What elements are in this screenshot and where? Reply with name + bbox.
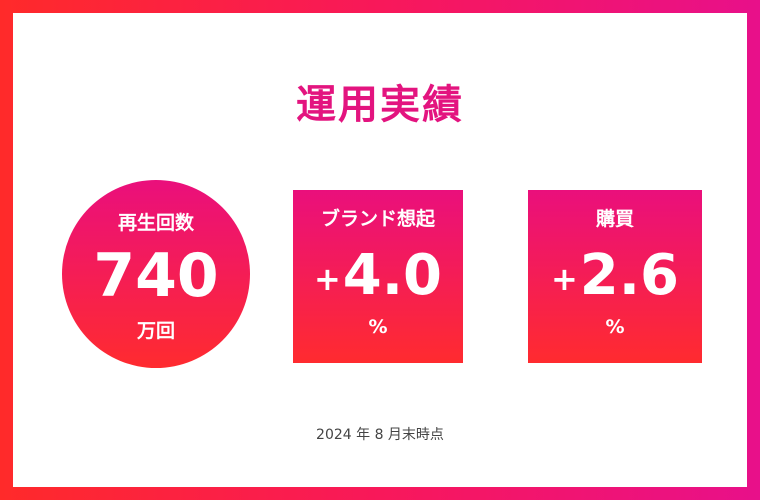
- stat-value: +2.6: [528, 248, 702, 304]
- stat-number: 4.0: [342, 243, 442, 308]
- stat-number: 740: [93, 241, 219, 311]
- stat-unit: 万回: [136, 320, 175, 342]
- stat-value: +4.0: [293, 248, 463, 304]
- stat-label: ブランド想起: [320, 208, 435, 230]
- stat-label: 購買: [595, 208, 634, 230]
- stat-circle: 再生回数 740 万回: [62, 180, 250, 368]
- stat-number: 2.6: [579, 243, 679, 308]
- stat-unit: %: [605, 316, 625, 338]
- stat-value: 740: [62, 246, 250, 306]
- stat-unit: %: [368, 316, 388, 338]
- stat-box: ブランド想起 +4.0 %: [293, 190, 463, 363]
- title: 運用実績: [296, 82, 464, 128]
- stat-label: 再生回数: [117, 212, 194, 234]
- stat-sign: +: [550, 260, 578, 298]
- footnote: 2024 年 8 月末時点: [316, 427, 444, 443]
- stat-sign: +: [313, 260, 341, 298]
- stat-box: 購買 +2.6 %: [528, 190, 702, 363]
